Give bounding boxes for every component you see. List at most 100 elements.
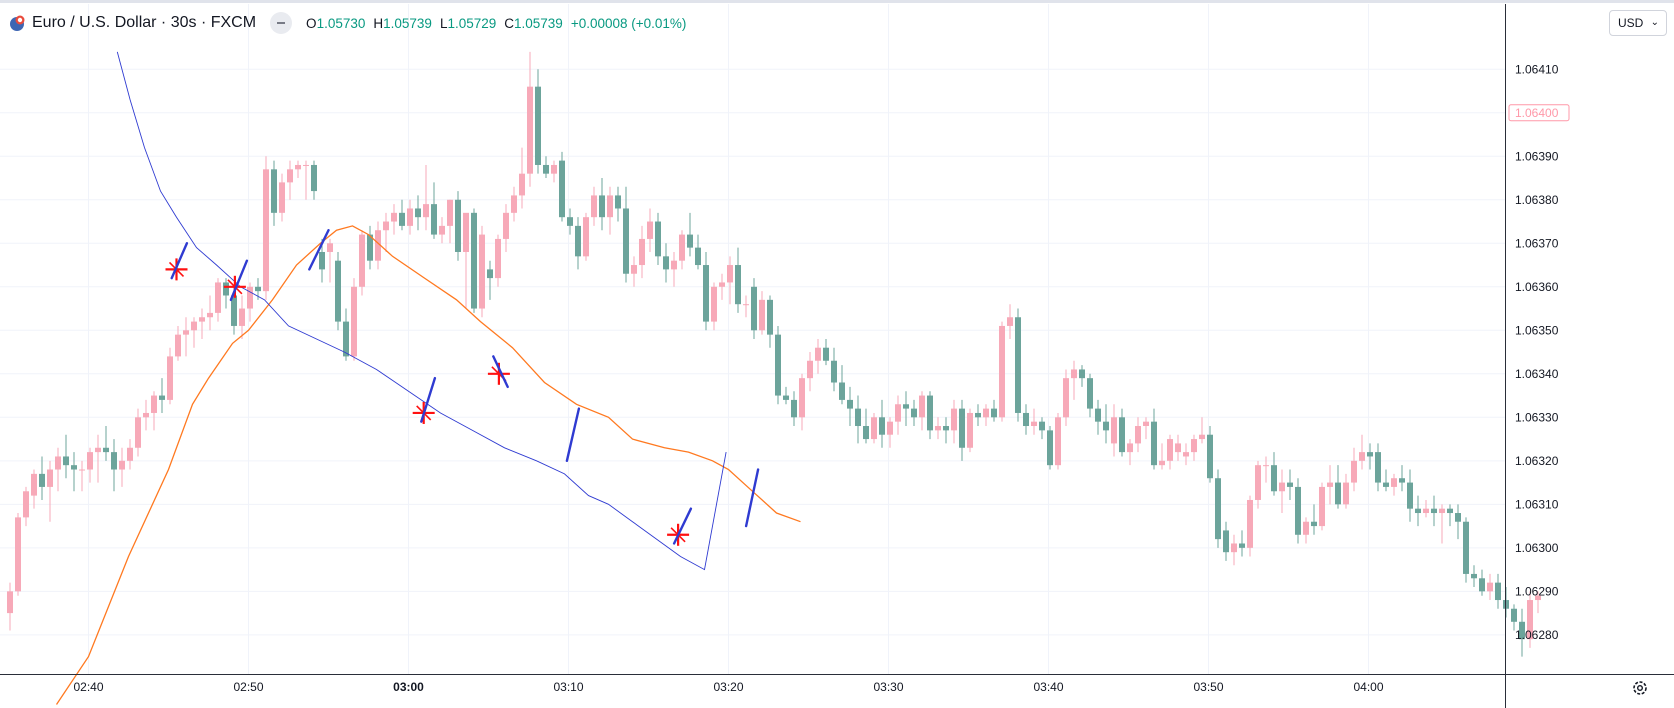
candle-body xyxy=(1471,573,1477,579)
candle-body xyxy=(399,212,405,226)
candle-body xyxy=(687,234,693,248)
candle xyxy=(927,391,933,440)
candle xyxy=(1447,504,1453,527)
candle xyxy=(335,251,341,331)
y-tick-label: 1.06300 xyxy=(1515,541,1559,555)
candle xyxy=(1375,443,1381,492)
candle-body xyxy=(831,360,837,383)
candle xyxy=(735,247,741,313)
high-label: H xyxy=(373,15,384,31)
candle xyxy=(199,308,205,339)
candle xyxy=(1191,434,1197,461)
candle-body xyxy=(439,225,445,235)
candle xyxy=(751,278,757,339)
candle xyxy=(1135,417,1141,453)
candle xyxy=(1471,565,1477,587)
candle xyxy=(159,378,165,413)
candle-body xyxy=(1271,465,1277,492)
candle-body xyxy=(319,251,325,270)
candle-body xyxy=(663,256,669,270)
currency-value: USD xyxy=(1618,16,1644,30)
candle xyxy=(1343,473,1349,509)
x-tick-label: 04:00 xyxy=(1353,680,1383,694)
symbol-title[interactable]: Euro / U.S. Dollar · 30s · FXCM xyxy=(32,14,257,31)
candle xyxy=(127,439,133,470)
candle-body xyxy=(535,86,541,165)
candle-body xyxy=(1087,378,1093,409)
candle xyxy=(191,317,197,348)
candle xyxy=(1215,469,1221,548)
candle xyxy=(47,460,53,522)
red-cross-marker xyxy=(223,275,246,298)
collapse-legend-button[interactable] xyxy=(270,12,293,34)
candle xyxy=(1223,521,1229,561)
candle xyxy=(943,417,949,444)
candle-body xyxy=(375,230,381,261)
candle-body xyxy=(1383,482,1389,487)
candle xyxy=(1183,443,1189,466)
candle xyxy=(1151,408,1157,470)
candle-body xyxy=(743,304,749,306)
candle xyxy=(791,391,797,427)
candle-body xyxy=(263,169,269,292)
candle-body xyxy=(559,160,565,218)
candle xyxy=(1095,399,1101,435)
candle xyxy=(71,452,77,492)
currency-selector[interactable]: USD ⌄ xyxy=(1609,10,1667,36)
candle-body xyxy=(951,408,957,431)
low-value: 1.05729 xyxy=(447,15,497,31)
candle-body xyxy=(1119,417,1125,453)
candle-body xyxy=(447,199,453,226)
candle xyxy=(375,221,381,270)
candle-body xyxy=(1239,543,1245,548)
candle-body xyxy=(959,408,965,448)
chart-header: Euro / U.S. Dollar · 30s · FXCM O1.05730… xyxy=(8,12,686,34)
candle xyxy=(903,391,909,427)
candle-body xyxy=(1039,421,1045,431)
candle-body xyxy=(423,204,429,218)
candle-body xyxy=(823,347,829,361)
candle-body xyxy=(159,395,165,400)
candle-body xyxy=(495,238,501,279)
candle xyxy=(311,160,317,200)
candle xyxy=(519,147,525,209)
candle xyxy=(1239,530,1245,557)
candle xyxy=(279,173,285,222)
candle xyxy=(111,439,117,492)
candle xyxy=(935,417,941,440)
candle-body xyxy=(647,221,653,239)
candle-body xyxy=(407,208,413,226)
candle-body xyxy=(71,465,77,470)
candle-body xyxy=(47,469,53,487)
candle xyxy=(559,151,565,222)
candle xyxy=(1511,604,1517,631)
candle-body xyxy=(623,208,629,274)
chart-axes: 1.06280 1.06290 1.06300 1.06310 1.06320 1.063… xyxy=(0,4,1674,708)
candle-body xyxy=(887,421,893,435)
gear-icon[interactable] xyxy=(1630,678,1650,698)
candle-body xyxy=(351,286,357,357)
candle xyxy=(55,447,61,492)
candle-body xyxy=(847,399,853,409)
candle-body xyxy=(1055,417,1061,466)
candle xyxy=(135,408,141,457)
candle xyxy=(647,208,653,252)
candle-body xyxy=(1519,621,1525,640)
y-tick-label: 1.06320 xyxy=(1515,454,1559,468)
candle xyxy=(31,469,37,509)
candle-body xyxy=(679,234,685,261)
candle xyxy=(303,160,309,200)
candle-body xyxy=(143,412,149,418)
y-tick-label: 1.06340 xyxy=(1515,367,1559,381)
candle xyxy=(15,513,21,596)
candle-body xyxy=(1287,482,1293,487)
candle xyxy=(863,408,869,444)
candle xyxy=(463,212,469,309)
candle xyxy=(831,347,837,392)
candle xyxy=(823,339,829,366)
candle xyxy=(919,391,925,431)
close-value: 1.05739 xyxy=(514,15,563,31)
candle-body xyxy=(1175,443,1181,453)
candle xyxy=(223,278,229,309)
